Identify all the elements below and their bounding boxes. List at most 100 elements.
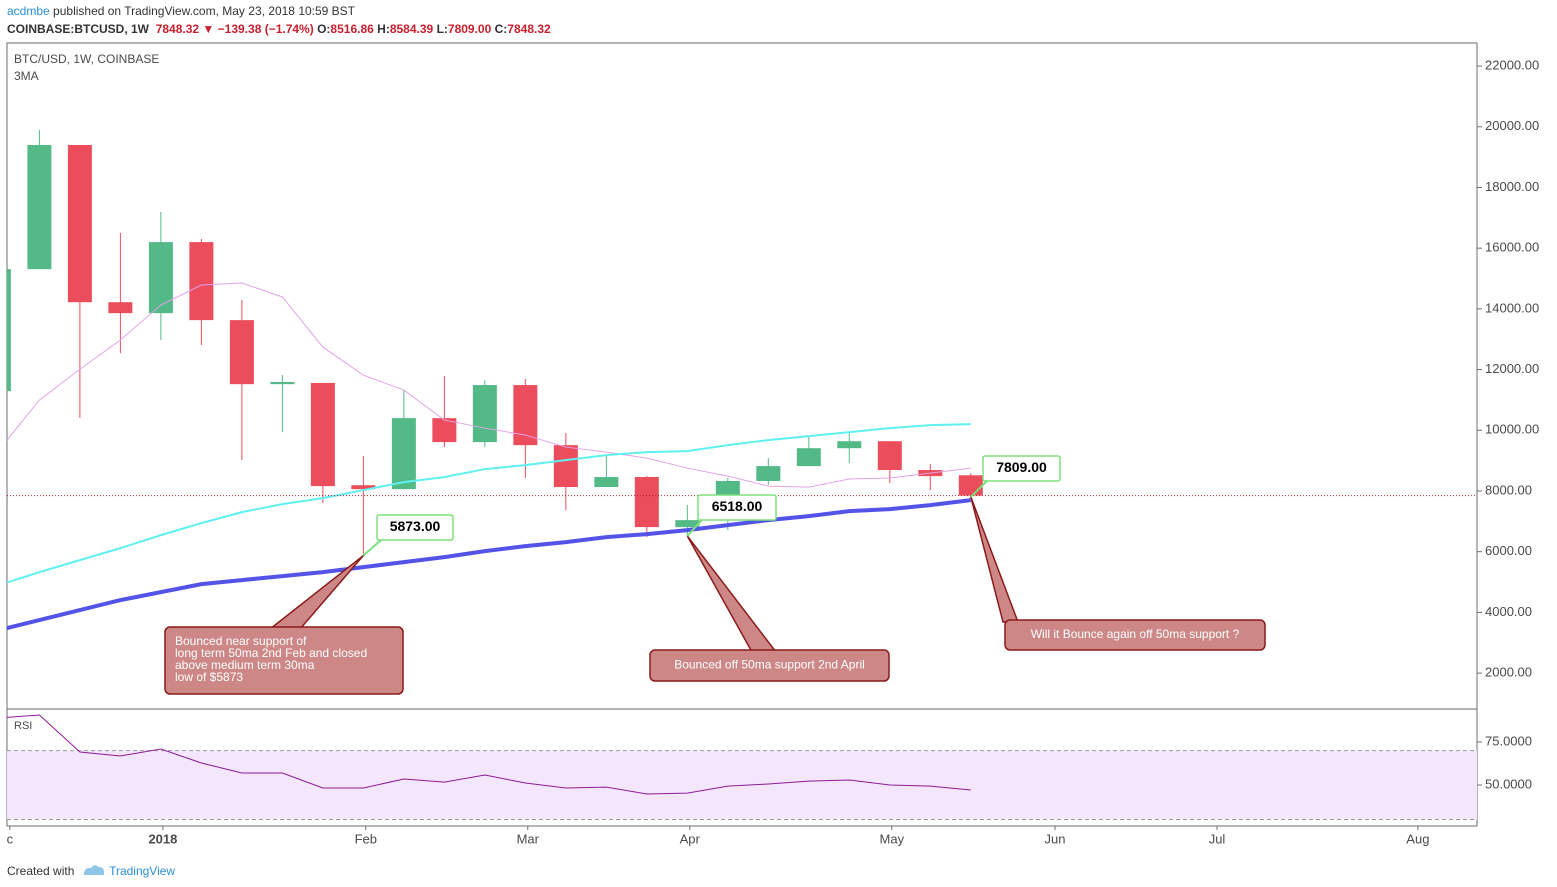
callout-pointer (267, 554, 364, 630)
y-tick-label: 20000.00 (1485, 118, 1539, 133)
ohlc-key: C: (494, 22, 508, 36)
last: 7848.32 (155, 22, 200, 36)
label-pointer (686, 519, 703, 537)
footer-prefix: Created with (7, 864, 75, 878)
candle-body (27, 144, 52, 270)
ohlc-key: O: (317, 22, 331, 36)
price-label-box (697, 494, 777, 521)
y-tick-label: 75.0000 (1485, 733, 1532, 748)
footer-brand[interactable]: TradingView (109, 864, 176, 878)
y-tick-label: 6000.00 (1485, 543, 1532, 558)
callout-text: Will it Bounce again off 50ma support ? (1031, 627, 1240, 641)
ohlc-value: 8584.39 (389, 22, 434, 36)
y-tick-label: 50.0000 (1485, 776, 1532, 791)
legend-entry: 3MA (14, 69, 39, 83)
x-tick-label: Jul (1209, 831, 1226, 846)
candle-body (472, 385, 497, 443)
candle-body (513, 385, 538, 446)
x-tick-label: c (7, 831, 14, 846)
rsi-title: RSI (14, 720, 32, 732)
callout-pointer (686, 535, 778, 653)
candle-body (756, 466, 781, 481)
logo (83, 865, 104, 875)
published: published on TradingView.com, May 23, 20… (53, 4, 356, 18)
candle-body (594, 477, 619, 488)
ma-line (7, 282, 971, 488)
candle-body (270, 382, 295, 385)
price-pane (7, 130, 1477, 631)
price-label: 7809.00 (996, 459, 1047, 475)
y-tick-label: 2000.00 (1485, 665, 1532, 680)
candle-body (310, 382, 335, 487)
rsi-pane (7, 714, 1477, 820)
callout-text: above medium term 30ma (175, 658, 315, 672)
x-tick-label: Feb (355, 831, 377, 846)
y-tick-label: 8000.00 (1485, 482, 1532, 497)
candle-body (553, 445, 578, 488)
candle-body (837, 441, 862, 449)
y-tick-label: 12000.00 (1485, 361, 1539, 376)
price-label: 5873.00 (390, 518, 441, 534)
candle-body (351, 485, 376, 490)
callout-text: low of $5873 (175, 670, 243, 684)
callout-text: Bounced off 50ma support 2nd April (674, 658, 865, 672)
y-tick-label: 14000.00 (1485, 300, 1539, 315)
ma-line (7, 498, 972, 631)
ohlc-value: 7848.32 (507, 22, 551, 36)
ohlc-value: 8516.86 (330, 22, 374, 36)
candle-body (391, 418, 416, 490)
price-label-box (982, 455, 1061, 482)
change-arrow: ▼ (202, 22, 215, 36)
footer: Created with TradingView (7, 861, 175, 878)
x-tick-label: Apr (680, 831, 701, 846)
callout-box (649, 649, 890, 682)
change: −139.38 (−1.74%) (217, 22, 314, 36)
symbol-line: COINBASE:BTCUSD, 1W 7848.32 ▼ −139.38 (−… (7, 22, 551, 36)
ohlc-key: H: (377, 22, 390, 36)
label-pointer (970, 480, 988, 498)
callout-text: Bounced near support of (175, 634, 307, 648)
candle-body (675, 520, 700, 528)
symbol: COINBASE:BTCUSD, 1W (7, 22, 150, 36)
y-tick-label: 4000.00 (1485, 604, 1532, 619)
callout-pointer (970, 496, 1020, 623)
y-tick-label: 10000.00 (1485, 422, 1539, 437)
candle-body (67, 144, 92, 303)
candle-body (634, 477, 659, 528)
publish-line: acdmbe published on TradingView.com, May… (7, 4, 355, 18)
price-label-box (376, 514, 454, 541)
x-tick-label: 2018 (148, 831, 177, 846)
y-tick-label: 16000.00 (1485, 240, 1539, 255)
callout-text: long term 50ma 2nd Feb and closed (175, 646, 367, 660)
ohlc: O:8516.86 H:8584.39 L:7809.00 C:7848.32 (317, 22, 551, 36)
x-tick-label: Jun (1045, 831, 1066, 846)
callout-box (164, 626, 404, 695)
rsi-line (7, 714, 971, 795)
price-label: 6518.00 (712, 498, 763, 514)
callout-box (1004, 619, 1266, 651)
candle-body (7, 269, 11, 392)
ohlc-value: 7809.00 (447, 22, 492, 36)
candle-body (958, 475, 983, 496)
frame (6, 42, 1478, 827)
candle-body (229, 320, 254, 385)
y-tick-label: 18000.00 (1485, 179, 1539, 194)
author[interactable]: acdmbe (7, 4, 50, 18)
ma-line (7, 423, 971, 584)
ohlc-key: L: (436, 22, 448, 36)
x-tick-label: Aug (1406, 831, 1429, 846)
candle-body (148, 242, 173, 314)
candle-body (877, 441, 902, 471)
candle-body (189, 242, 214, 321)
candle-body (432, 418, 457, 443)
x-tick-label: Mar (517, 831, 540, 846)
x-tick-label: May (880, 831, 905, 846)
candle-body (796, 448, 821, 467)
y-tick-label: 22000.00 (1485, 58, 1539, 73)
label-pointer (362, 539, 382, 557)
candle-body (108, 302, 133, 314)
pane-title: BTC/USD, 1W, COINBASE (14, 52, 159, 66)
